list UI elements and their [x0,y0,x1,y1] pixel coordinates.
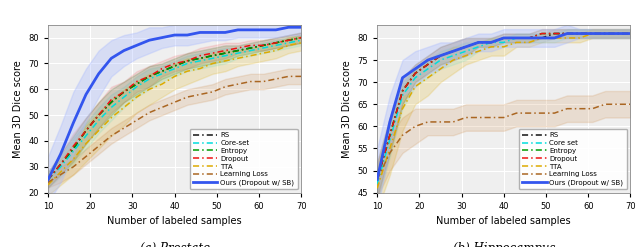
Text: (a) Prostate: (a) Prostate [140,242,210,247]
X-axis label: Number of labeled samples: Number of labeled samples [436,216,571,226]
X-axis label: Number of labeled samples: Number of labeled samples [108,216,242,226]
Legend: RS, Core set, Entropy, Dropout, TTA, Learning Loss, Ours (Dropout w/ SB): RS, Core set, Entropy, Dropout, TTA, Lea… [519,129,627,189]
Legend: RS, Core-set, Entropy, Dropout, TTA, Learning Loss, Ours (Dropout w/ SB): RS, Core-set, Entropy, Dropout, TTA, Lea… [189,129,298,189]
Y-axis label: Mean 3D Dice score: Mean 3D Dice score [13,60,23,158]
Y-axis label: Mean 3D Dice score: Mean 3D Dice score [342,60,352,158]
Text: (b) Hippocampus: (b) Hippocampus [452,242,555,247]
